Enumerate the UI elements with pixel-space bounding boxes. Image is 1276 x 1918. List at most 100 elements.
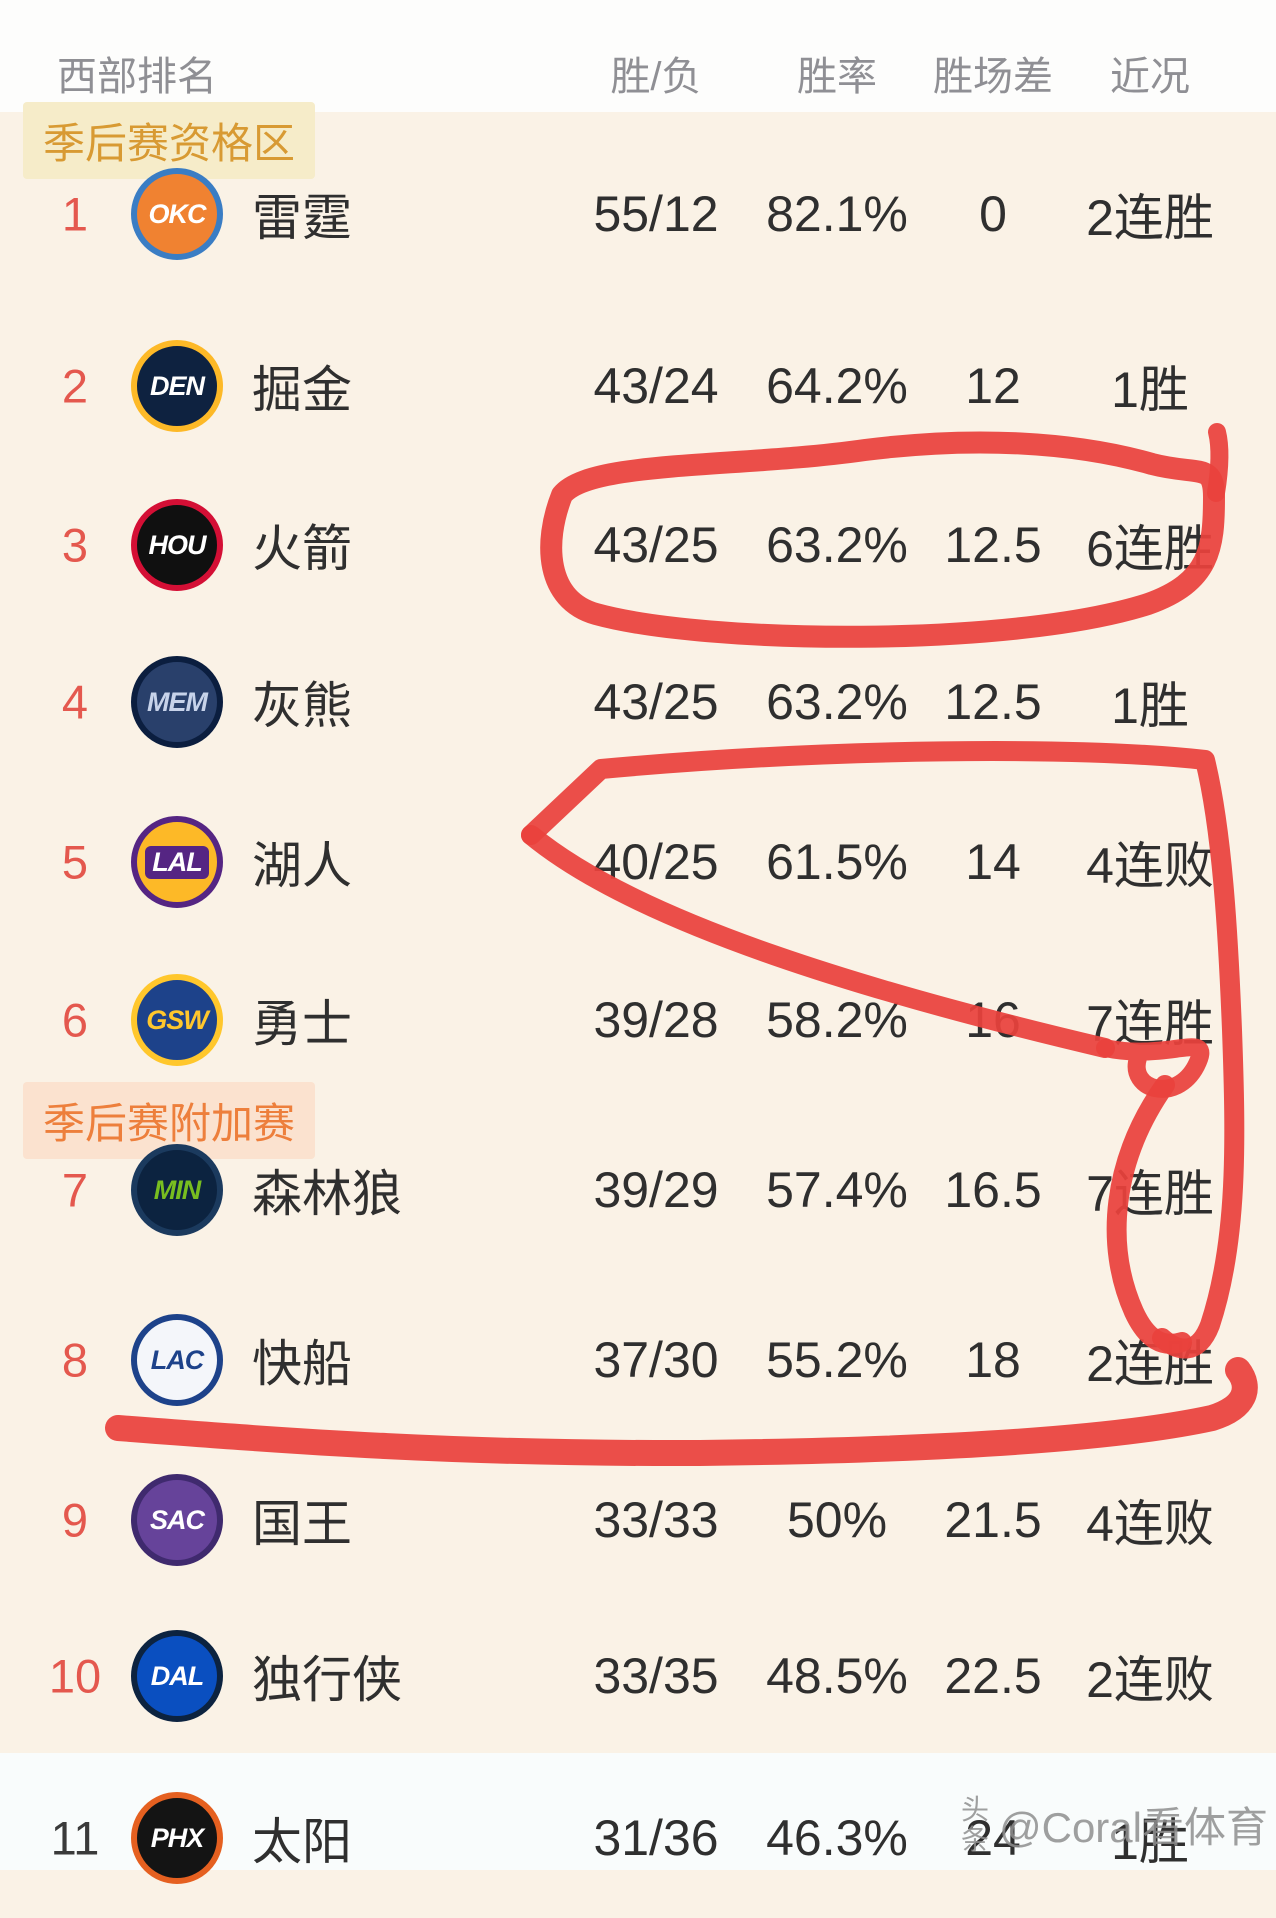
win-loss-value: 55/12 bbox=[593, 186, 719, 242]
win-loss-value: 31/36 bbox=[593, 1810, 719, 1866]
standings-row[interactable]: 4 MEM 灰熊 43/25 63.2% 12.5 1胜 bbox=[0, 622, 1276, 782]
recent-form-value: 4连败 bbox=[1086, 1496, 1214, 1552]
standings-row[interactable]: 10 DAL 独行侠 33/35 48.5% 22.5 2连败 bbox=[0, 1596, 1276, 1756]
team-logo: LAC bbox=[131, 1314, 223, 1406]
standings-row[interactable]: 7 MIN 森林狼 39/29 57.4% 16.5 7连胜 bbox=[0, 1110, 1276, 1270]
standings-row[interactable]: 6 GSW 勇士 39/28 58.2% 16 7连胜 bbox=[0, 940, 1276, 1100]
win-pct-value: 58.2% bbox=[766, 992, 908, 1048]
team-logo: DAL bbox=[131, 1630, 223, 1722]
team-name: 雷霆 bbox=[252, 190, 352, 246]
win-loss-value: 43/25 bbox=[593, 517, 719, 573]
standings-row[interactable]: 5 LAL 湖人 40/25 61.5% 14 4连败 bbox=[0, 782, 1276, 942]
rank-number: 7 bbox=[61, 1163, 89, 1217]
win-loss-value: 43/25 bbox=[593, 674, 719, 730]
games-behind-value: 21.5 bbox=[944, 1492, 1042, 1548]
win-loss-value: 37/30 bbox=[593, 1332, 719, 1388]
team-abbr: LAL bbox=[145, 845, 209, 879]
recent-form-value: 2连败 bbox=[1086, 1652, 1214, 1708]
recent-form-value: 7连胜 bbox=[1086, 996, 1214, 1052]
column-header-winpct: 胜率 bbox=[797, 55, 877, 99]
win-pct-value: 61.5% bbox=[766, 834, 908, 890]
games-behind-value: 0 bbox=[979, 186, 1007, 242]
watermark-handle: @Coral看体育 bbox=[998, 1804, 1268, 1851]
team-name: 火箭 bbox=[252, 521, 352, 577]
rank-number: 2 bbox=[61, 359, 89, 413]
recent-form-value: 4连败 bbox=[1086, 838, 1214, 894]
win-pct-value: 46.3% bbox=[766, 1810, 908, 1866]
win-loss-value: 40/25 bbox=[593, 834, 719, 890]
win-loss-value: 39/29 bbox=[593, 1162, 719, 1218]
column-header-gamesbehind: 胜场差 bbox=[933, 55, 1053, 99]
team-logo: MIN bbox=[131, 1144, 223, 1236]
team-name: 国王 bbox=[252, 1496, 352, 1552]
team-name: 掘金 bbox=[252, 362, 352, 418]
win-pct-value: 82.1% bbox=[766, 186, 908, 242]
section-label-playoff-zone: 季后赛资格区 bbox=[23, 102, 316, 179]
games-behind-value: 24 bbox=[965, 1810, 1021, 1866]
rank-number: 10 bbox=[48, 1649, 102, 1703]
win-loss-value: 33/35 bbox=[593, 1648, 719, 1704]
games-behind-value: 12.5 bbox=[944, 674, 1042, 730]
team-logo: PHX bbox=[131, 1792, 223, 1884]
win-loss-value: 39/28 bbox=[593, 992, 719, 1048]
team-abbr: PHX bbox=[150, 1822, 205, 1853]
watermark: 头条 @Coral看体育 bbox=[959, 1794, 1268, 1855]
team-logo: DEN bbox=[131, 340, 223, 432]
rank-number: 3 bbox=[61, 518, 89, 572]
standings-row[interactable]: 9 SAC 国王 33/33 50% 21.5 4连败 bbox=[0, 1440, 1276, 1600]
team-logo: HOU bbox=[131, 499, 223, 591]
column-header-recentform: 近况 bbox=[1110, 55, 1190, 99]
standings-row[interactable]: 3 HOU 火箭 43/25 63.2% 12.5 6连胜 bbox=[0, 465, 1276, 625]
games-behind-value: 16.5 bbox=[944, 1162, 1042, 1218]
games-behind-value: 18 bbox=[965, 1332, 1021, 1388]
win-loss-value: 33/33 bbox=[593, 1492, 719, 1548]
standings-row[interactable]: 8 LAC 快船 37/30 55.2% 18 2连胜 bbox=[0, 1280, 1276, 1440]
team-logo: GSW bbox=[131, 974, 223, 1066]
standings-row[interactable]: 11 PHX 太阳 31/36 46.3% 24 1胜 bbox=[0, 1758, 1276, 1918]
win-pct-value: 64.2% bbox=[766, 358, 908, 414]
rank-number: 1 bbox=[61, 187, 89, 241]
win-pct-value: 63.2% bbox=[766, 517, 908, 573]
games-behind-value: 12 bbox=[965, 358, 1021, 414]
column-header-rank: 西部排名 bbox=[57, 55, 217, 99]
win-pct-value: 57.4% bbox=[766, 1162, 908, 1218]
team-abbr: GSW bbox=[146, 1004, 208, 1035]
win-pct-value: 55.2% bbox=[766, 1332, 908, 1388]
rank-number: 8 bbox=[61, 1333, 89, 1387]
recent-form-value: 1胜 bbox=[1111, 362, 1189, 418]
rank-number: 5 bbox=[61, 835, 89, 889]
team-name: 勇士 bbox=[252, 996, 352, 1052]
standings-row[interactable]: 2 DEN 掘金 43/24 64.2% 12 1胜 bbox=[0, 306, 1276, 466]
team-logo: SAC bbox=[131, 1474, 223, 1566]
recent-form-value: 7连胜 bbox=[1086, 1166, 1214, 1222]
games-behind-value: 14 bbox=[965, 834, 1021, 890]
recent-form-value: 2连胜 bbox=[1086, 190, 1214, 246]
rank-number: 9 bbox=[61, 1493, 89, 1547]
team-abbr: MIN bbox=[153, 1174, 201, 1205]
recent-form-value: 1胜 bbox=[1111, 678, 1189, 734]
recent-form-value: 2连胜 bbox=[1086, 1336, 1214, 1392]
team-abbr: SAC bbox=[149, 1504, 205, 1535]
rank-number: 4 bbox=[61, 675, 89, 729]
games-behind-value: 22.5 bbox=[944, 1648, 1042, 1704]
team-abbr: LAC bbox=[150, 1344, 204, 1375]
team-logo: OKC bbox=[131, 168, 223, 260]
team-name: 湖人 bbox=[252, 838, 352, 894]
games-behind-value: 16 bbox=[965, 992, 1021, 1048]
win-pct-value: 50% bbox=[786, 1492, 888, 1548]
team-name: 灰熊 bbox=[252, 678, 352, 734]
watermark-platform-logo: 头条 bbox=[960, 1794, 989, 1855]
win-loss-value: 43/24 bbox=[593, 358, 719, 414]
rank-number: 6 bbox=[61, 993, 89, 1047]
team-name: 森林狼 bbox=[252, 1166, 402, 1222]
win-pct-value: 48.5% bbox=[766, 1648, 908, 1704]
standings-row[interactable]: 1 OKC 雷霆 55/12 82.1% 0 2连胜 bbox=[0, 134, 1276, 294]
team-abbr: DEN bbox=[149, 370, 205, 401]
team-name: 独行侠 bbox=[252, 1652, 402, 1708]
team-logo: MEM bbox=[131, 656, 223, 748]
team-abbr: HOU bbox=[148, 529, 207, 560]
games-behind-value: 12.5 bbox=[944, 517, 1042, 573]
team-abbr: MEM bbox=[147, 686, 208, 717]
header-band bbox=[0, 0, 1276, 112]
column-header-winloss: 胜/负 bbox=[610, 55, 702, 99]
